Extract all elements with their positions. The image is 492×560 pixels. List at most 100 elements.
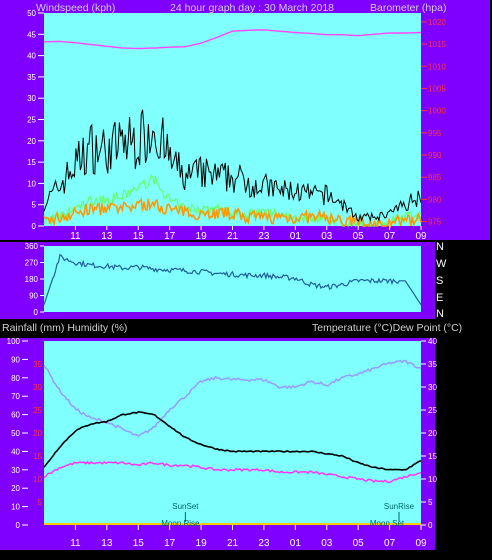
barometer-line [44, 29, 422, 50]
rain-tick-label: 5 [38, 498, 43, 507]
direction-degree-axis: 0 90 180 270 360 [25, 242, 44, 317]
compass-label: E [436, 292, 443, 304]
wind-tick-label: 10 [27, 179, 36, 188]
temperature-tick-label: 35 [428, 360, 437, 369]
compass-label: N [436, 308, 444, 320]
time-tick-label: 23 [258, 538, 270, 549]
humidity-axis: 0 10 20 30 40 50 60 70 80 90 100 5 10 15 20 25 30 35 [7, 337, 43, 530]
time-tick-label: 17 [164, 538, 176, 549]
temperature-tick-label: 30 [428, 383, 437, 392]
time-tick-label: 05 [353, 538, 365, 549]
time-tick-label: 21 [227, 538, 239, 549]
direction-tick-label: 360 [25, 242, 39, 251]
temperature-tick-label: 10 [428, 475, 437, 484]
compass-label: W [436, 258, 447, 270]
humidity-tick-label: 70 [11, 392, 20, 401]
time-tick-label: 03 [321, 231, 333, 242]
temperature-series-group [43, 359, 422, 525]
rain-tick-label: 35 [33, 360, 42, 369]
temperature-tick-label: 25 [428, 406, 437, 415]
wind-gust-line [43, 109, 422, 223]
wind-tick-label: 30 [27, 94, 36, 103]
barometer-axis-frame [435, 0, 490, 240]
barometer-tick-label: 975 [428, 218, 442, 227]
humidity-tick-label: 50 [11, 429, 20, 438]
time-tick-label: 13 [101, 538, 113, 549]
wind-time-axis: 11 13 15 17 19 21 23 01 03 05 07 09 [70, 226, 427, 242]
temperature-tick-label: 5 [428, 498, 433, 507]
barometer-tick-label: 980 [428, 195, 442, 204]
time-tick-label: 19 [196, 538, 208, 549]
temperature-tick-label: 0 [428, 521, 433, 530]
time-tick-label: 15 [133, 231, 145, 242]
wind-tick-label: 15 [27, 158, 36, 167]
barometer-tick-label: 995 [428, 129, 442, 138]
time-tick-label: 19 [196, 231, 208, 242]
sun-moon-annotations: SunSet Moon Rise SunRise Moon Set [161, 502, 414, 528]
direction-series-group [43, 253, 422, 306]
barometer-tick-label: 990 [428, 151, 442, 160]
time-tick-label: 05 [353, 231, 365, 242]
barometer-tick-label: 1005 [428, 84, 446, 93]
direction-tick-label: 180 [25, 275, 39, 284]
graph-title: 24 hour graph day : 30 March 2018 [170, 2, 334, 14]
sunset-label: SunSet [172, 502, 199, 511]
time-tick-label: 17 [164, 231, 176, 242]
temperature-time-axis: 11 13 15 17 19 21 23 01 03 05 07 09 [70, 525, 427, 549]
direction-plot-area [44, 246, 421, 312]
rain-tick-label: 30 [33, 383, 42, 392]
direction-tick-label: 90 [29, 292, 38, 301]
time-tick-label: 21 [227, 231, 239, 242]
wind-plot-area [44, 13, 421, 226]
temperature-tick-label: 15 [428, 452, 437, 461]
wind-tick-label: 20 [27, 137, 36, 146]
wind-speed-line [43, 197, 422, 229]
rain-tick-label: 15 [33, 452, 42, 461]
temperature-axis-title: Temperature (°C)Dew Point (°C) [312, 322, 462, 334]
wind-tick-label: 0 [32, 222, 37, 231]
time-tick-label: 11 [70, 231, 81, 242]
wind-tick-label: 50 [27, 9, 36, 18]
moonrise-label: Moon Rise [161, 519, 200, 528]
time-tick-label: 01 [290, 231, 302, 242]
barometer-axis: 975 980 985 990 995 1000 1005 1010 1015 1020 [421, 18, 446, 227]
time-tick-label: 01 [290, 538, 302, 549]
wind-tick-label: 25 [27, 116, 36, 125]
humidity-tick-label: 30 [11, 466, 20, 475]
time-tick-label: 11 [70, 538, 81, 549]
humidity-tick-label: 60 [11, 411, 20, 420]
humidity-tick-label: 100 [7, 337, 21, 346]
barometer-tick-label: 1010 [428, 62, 446, 71]
time-tick-label: 09 [415, 538, 427, 549]
wind-tick-label: 40 [27, 52, 36, 61]
rain-tick-label: 20 [33, 429, 42, 438]
time-tick-label: 23 [258, 231, 270, 242]
time-tick-label: 03 [321, 538, 333, 549]
rain-tick-label: 10 [33, 475, 42, 484]
rain-humidity-axis-title: Rainfall (mm) Humidity (%) [2, 322, 127, 334]
barometer-tick-label: 985 [428, 173, 442, 182]
temperature-line [43, 411, 422, 471]
direction-tick-label: 0 [34, 308, 39, 317]
time-tick-label: 09 [415, 231, 427, 242]
time-tick-label: 07 [384, 538, 396, 549]
wind-tick-label: 5 [32, 201, 37, 210]
barometer-axis-title: Barometer (hpa) [370, 2, 446, 14]
compass-label: S [436, 275, 443, 287]
time-tick-label: 13 [101, 231, 113, 242]
wind-series-group [43, 29, 422, 229]
wind-tick-label: 45 [27, 30, 36, 39]
sunrise-label: SunRise [384, 502, 415, 511]
wind-direction-line [43, 253, 422, 306]
humidity-tick-label: 10 [11, 503, 20, 512]
dew-point-line [43, 460, 422, 484]
moonset-label: Moon Set [370, 519, 405, 528]
wind-tick-label: 35 [27, 73, 36, 82]
wind-axis-title: Windspeed (kph) [36, 2, 115, 14]
humidity-tick-label: 40 [11, 447, 20, 456]
humidity-tick-label: 80 [11, 374, 20, 383]
rain-tick-label: 25 [33, 406, 42, 415]
